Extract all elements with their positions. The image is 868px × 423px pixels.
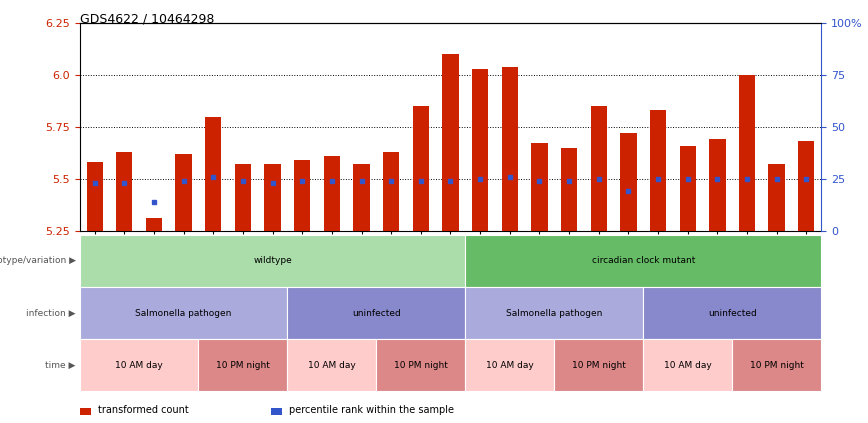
Text: GDS4622 / 10464298: GDS4622 / 10464298 <box>80 13 214 26</box>
Bar <box>709 139 726 231</box>
Text: circadian clock mutant: circadian clock mutant <box>591 256 695 265</box>
Text: 10 PM night: 10 PM night <box>572 361 626 370</box>
Text: genotype/variation ▶: genotype/variation ▶ <box>0 256 76 265</box>
Text: 10 PM night: 10 PM night <box>394 361 448 370</box>
Bar <box>175 154 192 231</box>
Bar <box>739 75 755 231</box>
Text: wildtype: wildtype <box>253 256 292 265</box>
Text: 10 PM night: 10 PM night <box>750 361 804 370</box>
Bar <box>680 146 696 231</box>
Bar <box>234 164 251 231</box>
Text: percentile rank within the sample: percentile rank within the sample <box>289 405 454 415</box>
Text: 10 PM night: 10 PM night <box>216 361 270 370</box>
Text: transformed count: transformed count <box>98 405 189 415</box>
Text: infection ▶: infection ▶ <box>26 308 76 318</box>
Bar <box>116 152 133 231</box>
Text: uninfected: uninfected <box>352 308 401 318</box>
Bar <box>650 110 667 231</box>
Text: Salmonella pathogen: Salmonella pathogen <box>135 308 232 318</box>
Bar <box>799 141 814 231</box>
Bar <box>472 69 489 231</box>
Bar <box>590 106 607 231</box>
Bar <box>87 162 102 231</box>
Text: uninfected: uninfected <box>707 308 757 318</box>
Bar <box>621 133 636 231</box>
Bar <box>383 152 399 231</box>
Text: 10 AM day: 10 AM day <box>308 361 356 370</box>
Bar <box>531 143 548 231</box>
Bar <box>412 106 429 231</box>
Text: 10 AM day: 10 AM day <box>664 361 712 370</box>
Text: 10 AM day: 10 AM day <box>486 361 534 370</box>
Bar <box>146 218 162 231</box>
Text: time ▶: time ▶ <box>45 361 76 370</box>
Bar <box>324 156 340 231</box>
Bar <box>561 148 577 231</box>
Bar <box>443 55 458 231</box>
Bar <box>294 160 311 231</box>
Text: 10 AM day: 10 AM day <box>115 361 163 370</box>
Bar <box>205 117 221 231</box>
Bar <box>265 164 280 231</box>
Bar <box>502 67 518 231</box>
Bar <box>353 164 370 231</box>
Text: Salmonella pathogen: Salmonella pathogen <box>506 308 602 318</box>
Bar <box>768 164 785 231</box>
